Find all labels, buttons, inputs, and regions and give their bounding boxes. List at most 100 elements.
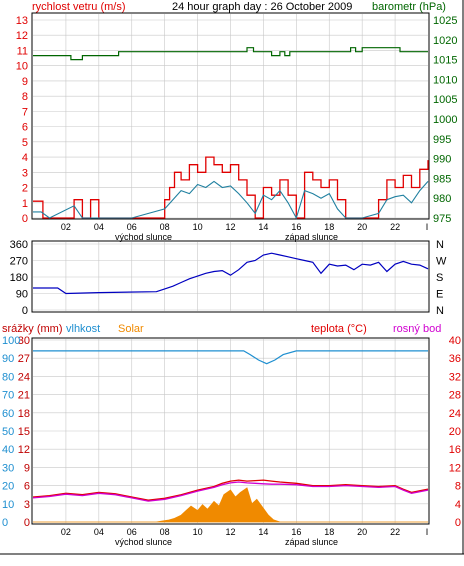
rain-x-tick-label: 02: [61, 527, 71, 537]
temperature-tick-label: 8: [455, 481, 461, 493]
wind-x-tick-label: 04: [94, 222, 104, 232]
rain-panel-frame: [31, 337, 430, 525]
wind-tick-label: 10: [16, 61, 28, 73]
direction-tick-label: 270: [10, 256, 28, 268]
temperature-tick-label: 20: [449, 426, 461, 438]
wind-x-tick-label: 22: [390, 222, 400, 232]
legend-rain: srážky (mm): [2, 323, 63, 335]
pressure-tick-label: 985: [433, 173, 451, 185]
rain-x-tick-label: 10: [193, 527, 203, 537]
pressure-tick-label: 1015: [433, 55, 457, 67]
rain-tick-label: 6: [24, 481, 30, 493]
wind-x-tick-label: 14: [258, 222, 268, 232]
direction-tick-label: 360: [10, 239, 28, 251]
wind-tick-label: 5: [22, 137, 28, 149]
humidity-tick-label: 20: [2, 481, 14, 493]
legend-solar: Solar: [118, 323, 144, 335]
wind-tick-label: 8: [22, 91, 28, 103]
compass-tick-label: E: [436, 289, 443, 301]
pressure-tick-label: 980: [433, 193, 451, 205]
rain-x-tick-label: 06: [127, 527, 137, 537]
wind-tick-label: 11: [17, 45, 28, 57]
wind-x-tick-label: 12: [225, 222, 235, 232]
pressure-tick-label: 995: [433, 134, 451, 146]
pressure-axis-label: barometr (hPa): [372, 1, 446, 13]
rain-x-end-marker: I: [426, 527, 429, 537]
pressure-tick-label: 1005: [433, 94, 457, 106]
solar-area: [33, 487, 428, 523]
sunrise-label-top: východ slunce: [115, 232, 172, 242]
humidity-tick-label: 80: [2, 371, 14, 383]
wind-x-tick-label: 06: [127, 222, 137, 232]
pressure-tick-label: 1020: [433, 35, 457, 47]
rain-x-tick-label: 16: [291, 527, 301, 537]
temperature-tick-label: 36: [449, 353, 461, 365]
rain-tick-label: 21: [18, 390, 30, 402]
compass-tick-label: S: [436, 272, 443, 284]
rain-tick-label: 12: [18, 444, 30, 456]
humidity-tick-label: 70: [2, 390, 14, 402]
rain-tick-label: 3: [24, 499, 30, 511]
wind-tick-label: 1: [22, 198, 28, 210]
wind-direction-line: [33, 252, 429, 295]
temperature-tick-label: 4: [455, 499, 461, 511]
rain-x-tick-label: 20: [357, 527, 367, 537]
rain-x-tick-label: 22: [390, 527, 400, 537]
legend-humidity: vlhkost: [66, 323, 100, 335]
temperature-tick-label: 32: [449, 371, 461, 383]
temperature-tick-label: 0: [455, 517, 461, 529]
rain-tick-label: 24: [18, 371, 30, 383]
dewpoint-line: [32, 481, 429, 502]
humidity-tick-label: 90: [2, 353, 14, 365]
rain-x-tick-label: 18: [324, 527, 334, 537]
rain-x-tick-label: 12: [225, 527, 235, 537]
sunset-label-top: západ slunce: [285, 232, 338, 242]
compass-tick-label: N: [436, 305, 444, 317]
pressure-tick-label: 975: [433, 213, 451, 225]
direction-tick-label: 180: [10, 272, 28, 284]
humidity-tick-label: 50: [2, 426, 14, 438]
humidity-tick-label: 40: [2, 444, 14, 456]
wind-tick-label: 9: [22, 76, 28, 88]
humidity-tick-label: 0: [2, 517, 8, 529]
legend-temperature: teplota (°C): [311, 323, 367, 335]
wind-x-tick-label: 16: [291, 222, 301, 232]
wind-tick-label: 6: [22, 122, 28, 134]
chart-title: 24 hour graph day : 26 October 2009: [172, 1, 352, 13]
wind-tick-label: 12: [16, 30, 28, 42]
pressure-line: [33, 47, 428, 61]
wind-x-tick-label: 18: [324, 222, 334, 232]
legend-dewpoint: rosný bod: [393, 323, 441, 335]
wind-tick-label: 7: [22, 106, 28, 118]
pressure-tick-label: 990: [433, 154, 451, 166]
pressure-tick-label: 1025: [433, 15, 457, 27]
compass-tick-label: W: [436, 256, 447, 268]
temperature-tick-label: 40: [449, 335, 461, 347]
wind-x-tick-label: 20: [357, 222, 367, 232]
pressure-tick-label: 1010: [433, 74, 457, 86]
rain-tick-label: 0: [24, 517, 30, 529]
wind-tick-label: 0: [22, 213, 28, 225]
wind-axis-label: rychlost vetru (m/s): [32, 1, 126, 13]
humidity-tick-label: 30: [2, 462, 14, 474]
wind-average-line: [33, 180, 429, 220]
rain-tick-label: 9: [24, 462, 30, 474]
humidity-tick-label: 10: [2, 499, 14, 511]
rain-x-tick-label: 04: [94, 527, 104, 537]
rain-x-tick-label: 08: [160, 527, 170, 537]
humidity-tick-label: 100: [2, 335, 20, 347]
wind-tick-label: 2: [22, 183, 28, 195]
humidity-line: [33, 350, 428, 365]
direction-panel-frame: [31, 240, 430, 313]
rain-tick-label: 27: [18, 353, 30, 365]
wind-x-end-marker: I: [426, 222, 429, 232]
temperature-tick-label: 12: [449, 462, 461, 474]
wind-x-tick-label: 10: [193, 222, 203, 232]
humidity-tick-label: 60: [2, 408, 14, 420]
wind-tick-label: 4: [22, 152, 28, 164]
sunset-label-bottom: západ slunce: [285, 537, 338, 547]
rain-tick-label: 30: [18, 335, 30, 347]
temperature-line: [32, 479, 429, 501]
